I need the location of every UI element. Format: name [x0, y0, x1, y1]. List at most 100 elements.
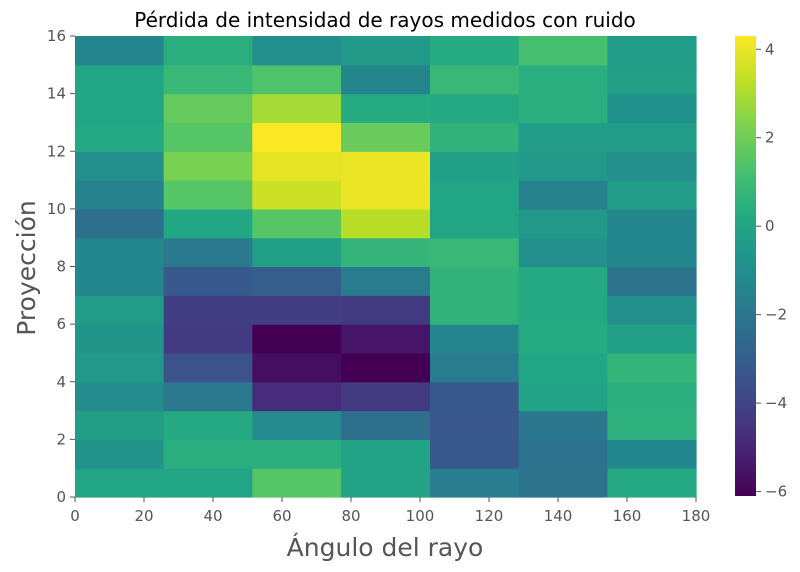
heatmap-cell — [163, 36, 253, 66]
colorbar-tick-label: 2 — [765, 129, 775, 147]
x-axis: 0 20 40 60 80 100 120 140 160 180 — [70, 497, 710, 525]
heatmap-cell — [75, 468, 165, 498]
heatmap-cell — [75, 266, 165, 296]
y-tick-label: 4 — [56, 373, 66, 391]
y-tick-label: 16 — [47, 27, 66, 45]
heatmap-cell — [252, 295, 342, 325]
heatmap-cell — [518, 439, 608, 469]
heatmap-cell — [340, 295, 431, 325]
heatmap-cell — [607, 36, 697, 66]
y-tick-label: 14 — [47, 85, 66, 103]
heatmap-cell — [430, 266, 520, 296]
heatmap-cell — [163, 381, 253, 412]
heatmap-cell — [607, 64, 697, 95]
heatmap-cell — [430, 64, 520, 95]
heatmap-cell — [607, 151, 697, 181]
heatmap-cell — [163, 410, 253, 440]
heatmap-cell — [340, 36, 431, 66]
heatmap-cell — [518, 122, 608, 152]
heatmap-cell — [430, 237, 520, 268]
heatmap-cell — [518, 295, 608, 325]
heatmap-cell — [340, 352, 431, 383]
x-tick-label: 0 — [70, 507, 80, 525]
heatmap-cell — [75, 295, 165, 325]
heatmap-cell — [163, 237, 253, 268]
heatmap-cell — [430, 93, 520, 124]
heatmap-cell — [518, 151, 608, 181]
heatmap-cell — [75, 180, 165, 210]
heatmap-cell — [340, 324, 431, 354]
heatmap-cell — [518, 468, 608, 498]
heatmap-cell — [163, 122, 253, 152]
heatmap-cell — [75, 439, 165, 469]
heatmap-cell — [430, 410, 520, 440]
heatmap-cell — [607, 266, 697, 296]
heatmap-cell — [163, 295, 253, 325]
heatmap-cell — [75, 151, 165, 181]
heatmap-cell — [252, 381, 342, 412]
heatmap-cell — [252, 266, 342, 296]
heatmap-cell — [607, 180, 697, 210]
colorbar-ticks: 4 2 0 −2 −4 −6 — [756, 40, 787, 501]
heatmap-cell — [163, 151, 253, 181]
heatmap-cell — [340, 93, 431, 124]
heatmap-cell — [163, 93, 253, 124]
heatmap-cell — [252, 64, 342, 95]
heatmap-cell — [252, 352, 342, 383]
heatmap-cell — [340, 180, 431, 210]
heatmap-cell — [430, 122, 520, 152]
heatmap-cell — [163, 352, 253, 383]
heatmap-cell — [518, 381, 608, 412]
heatmap-cell — [430, 151, 520, 181]
x-tick-label: 100 — [406, 507, 435, 525]
y-tick-label: 2 — [56, 430, 66, 448]
heatmap-cell — [340, 439, 431, 469]
heatmap-cell — [163, 180, 253, 210]
chart-title: Pérdida de intensidad de rayos medidos c… — [134, 8, 636, 32]
heatmap-cell — [252, 208, 342, 239]
y-tick-label: 6 — [56, 315, 66, 333]
heatmap-cell — [340, 208, 431, 239]
heatmap-cell — [430, 180, 520, 210]
heatmap-cell — [607, 324, 697, 354]
heatmap-cell — [75, 352, 165, 383]
heatmap-cell — [252, 439, 342, 469]
heatmap-cell — [430, 468, 520, 498]
heatmap-cell — [430, 36, 520, 66]
heatmap-cell — [340, 381, 431, 412]
heatmap-cell — [430, 208, 520, 239]
y-tick-label: 0 — [56, 488, 66, 506]
heatmap-cell — [163, 324, 253, 354]
heatmap-cell — [607, 410, 697, 440]
heatmap-cell — [75, 122, 165, 152]
heatmap-cell — [75, 93, 165, 124]
heatmap-cell — [252, 151, 342, 181]
colorbar-tick-label: 4 — [765, 40, 775, 58]
heatmap-cell — [607, 439, 697, 469]
heatmap-cell — [518, 93, 608, 124]
heatmap-cell — [430, 439, 520, 469]
heatmap-cell — [430, 381, 520, 412]
heatmap-cell — [340, 237, 431, 268]
y-axis-label: Proyección — [12, 200, 41, 335]
heatmap-cell — [340, 64, 431, 95]
heatmap-cell — [518, 266, 608, 296]
x-tick-label: 140 — [544, 507, 573, 525]
x-tick-label: 60 — [272, 507, 291, 525]
heatmap-cell — [75, 381, 165, 412]
heatmap-cell — [163, 439, 253, 469]
y-tick-label: 12 — [47, 142, 66, 160]
heatmap-cell — [252, 36, 342, 66]
heatmap-cell — [75, 410, 165, 440]
x-tick-label: 20 — [134, 507, 153, 525]
x-tick-label: 160 — [613, 507, 642, 525]
heatmap-cell — [252, 324, 342, 354]
heatmap-cell — [340, 151, 431, 181]
heatmap-cell — [75, 208, 165, 239]
heatmap-cell — [607, 295, 697, 325]
heatmap-cell — [607, 122, 697, 152]
heatmap-cell — [430, 324, 520, 354]
colorbar-tick-label: 0 — [765, 217, 775, 235]
heatmap-cell — [252, 468, 342, 498]
x-tick-label: 120 — [475, 507, 504, 525]
